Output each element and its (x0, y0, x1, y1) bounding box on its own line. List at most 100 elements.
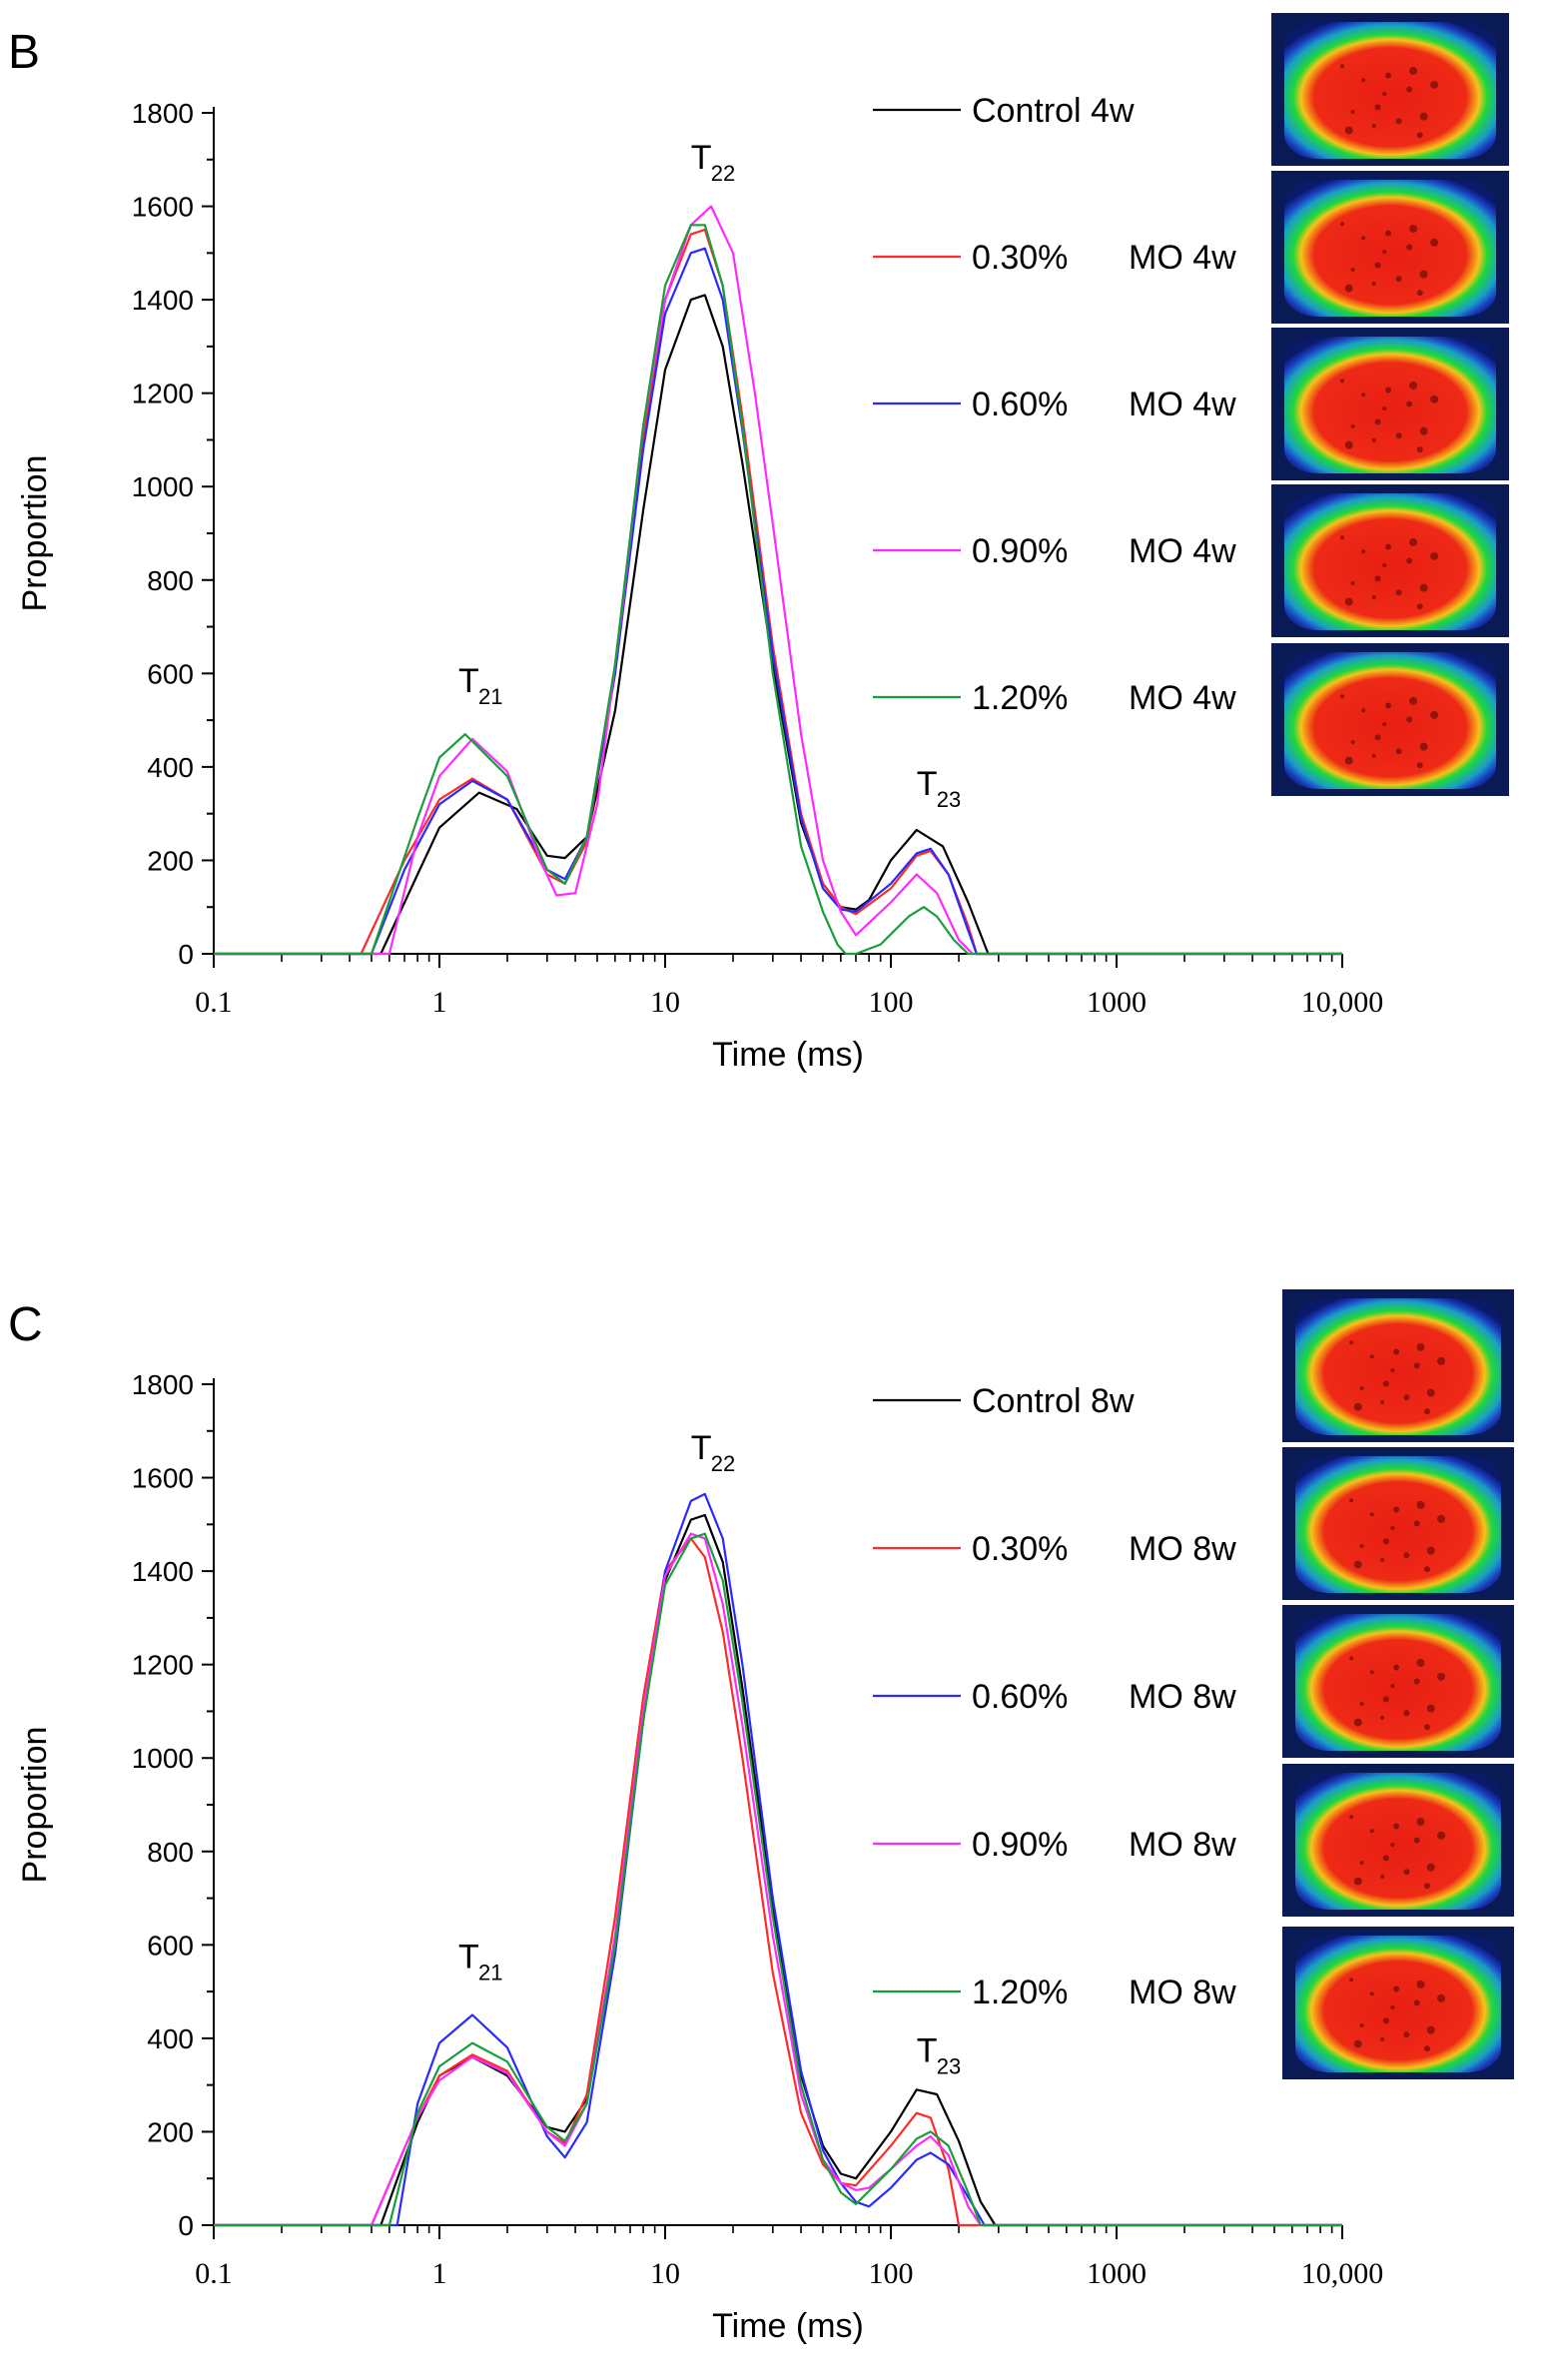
mri-speckle (1361, 708, 1366, 713)
mri-speckle (1361, 393, 1366, 397)
mri-speckle (1390, 1526, 1395, 1531)
y-tick-label: 1200 (132, 379, 194, 409)
legend-label: 0.30% (972, 239, 1068, 277)
x-tick-label: 0.1 (195, 986, 233, 1019)
mri-speckle (1340, 535, 1344, 540)
mri-speckle (1430, 710, 1439, 719)
mri-speckle (1380, 2036, 1385, 2041)
mri-speckle (1359, 1860, 1364, 1865)
mri-speckle (1426, 1546, 1435, 1555)
mri-speckle (1382, 1538, 1389, 1545)
peak-label-subscript: 23 (937, 787, 961, 812)
mri-speckle (1344, 440, 1353, 449)
mri-speckle (1382, 250, 1387, 255)
x-tick-label: 1000 (1087, 2257, 1147, 2290)
mri-speckle (1416, 1342, 1425, 1351)
mri-thumbnail-3 (1280, 1603, 1516, 1760)
mri-speckle (1361, 78, 1366, 83)
x-tick-label: 10,000 (1301, 986, 1384, 1019)
mri-speckle (1353, 1402, 1362, 1411)
panel-letter: C (8, 1298, 43, 1351)
series-line-5 (214, 1532, 1342, 2227)
mri-speckle (1409, 381, 1418, 390)
mri-speckle (1416, 290, 1423, 297)
legend-label: 0.30% (972, 1530, 1068, 1568)
series-line-4 (214, 1532, 1342, 2227)
x-tick-label: 10 (650, 2257, 680, 2290)
series-line-3 (214, 1492, 1342, 2227)
mri-speckle (1340, 64, 1344, 69)
peak-label-t21: T (458, 1939, 479, 1977)
series-line-4 (214, 205, 1342, 956)
x-tick-label: 100 (869, 2257, 914, 2290)
mri-speckle (1395, 432, 1402, 439)
mri-sample-heatmap (1295, 1773, 1501, 1910)
mri-thumbnail-3 (1269, 326, 1511, 482)
mri-speckle (1340, 379, 1344, 384)
mri-speckle (1424, 1724, 1431, 1731)
y-tick-label: 600 (147, 1930, 194, 1961)
y-tick-label: 1800 (132, 1369, 194, 1400)
mri-speckle (1424, 1883, 1431, 1890)
mri-speckle (1359, 1543, 1364, 1548)
mri-speckle (1390, 1684, 1395, 1689)
y-tick-label: 1600 (132, 1463, 194, 1494)
mri-thumbnail-5 (1269, 641, 1511, 798)
mri-speckle (1416, 1658, 1425, 1667)
mri-speckle (1350, 267, 1355, 272)
series-line-2 (214, 228, 1342, 956)
mri-speckle (1395, 118, 1402, 125)
mri-speckle (1424, 1408, 1431, 1415)
y-axis-title: Proportion (16, 455, 54, 612)
mri-speckle (1403, 2031, 1410, 2038)
mri-speckle (1395, 589, 1402, 596)
mri-speckle (1385, 702, 1392, 709)
series-line-1 (214, 1513, 1342, 2227)
mri-speckle (1413, 1999, 1420, 2006)
peak-label-t23: T (917, 2031, 938, 2069)
mri-speckle (1416, 1980, 1425, 1988)
mri-sample-heatmap (1295, 1614, 1501, 1751)
mri-speckle (1382, 2017, 1389, 2024)
mri-speckle (1413, 1678, 1420, 1685)
legend-label-group: MO 4w (1129, 679, 1236, 717)
mri-speckle (1419, 270, 1428, 279)
mri-speckle (1374, 262, 1381, 269)
mri-speckle (1374, 104, 1381, 111)
mri-speckle (1409, 224, 1418, 233)
mri-speckle (1416, 762, 1423, 769)
series-line-2 (214, 1537, 1342, 2227)
mri-speckle (1395, 276, 1402, 283)
mri-speckle (1380, 1874, 1385, 1879)
mri-speckle (1416, 446, 1423, 453)
mri-speckle (1369, 1829, 1374, 1834)
legend-label: 0.90% (972, 1826, 1068, 1864)
mri-speckle (1406, 557, 1413, 564)
mri-speckle (1382, 722, 1387, 727)
mri-speckle (1430, 551, 1439, 560)
x-tick-label: 10 (650, 986, 680, 1019)
y-tick-label: 1400 (132, 285, 194, 316)
mri-speckle (1437, 1672, 1446, 1681)
mri-speckle (1419, 742, 1428, 751)
y-tick-label: 400 (147, 752, 194, 783)
y-tick-label: 1000 (132, 471, 194, 502)
mri-speckle (1359, 2022, 1364, 2027)
mri-speckle (1393, 1985, 1400, 1992)
peak-label-t22: T (691, 139, 712, 177)
mri-speckle (1424, 2045, 1431, 2052)
mri-speckle (1374, 418, 1381, 425)
y-tick-label: 800 (147, 565, 194, 596)
mri-speckle (1409, 66, 1418, 75)
mri-speckle (1416, 603, 1423, 610)
x-tick-label: 1000 (1087, 986, 1147, 1019)
mri-speckle (1430, 80, 1439, 89)
mri-speckle (1353, 1560, 1362, 1569)
mri-speckle (1413, 1520, 1420, 1527)
mri-speckle (1426, 2025, 1435, 2034)
mri-speckle (1390, 1368, 1395, 1373)
legend-label-group: MO 4w (1129, 532, 1236, 570)
mri-speckle (1393, 1823, 1400, 1830)
mri-speckle (1353, 1877, 1362, 1886)
